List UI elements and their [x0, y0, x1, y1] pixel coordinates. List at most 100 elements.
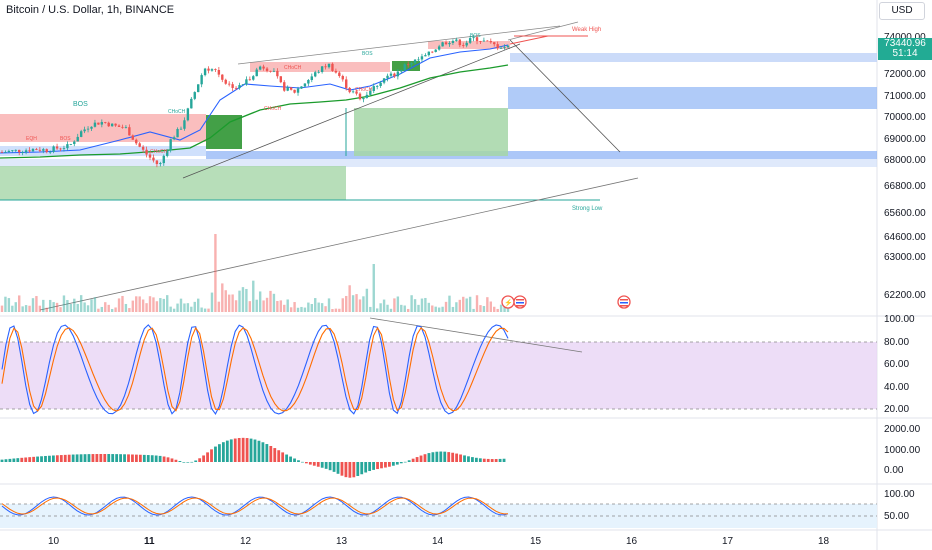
- macd-bar: [119, 454, 122, 462]
- order-block-zone: [206, 151, 877, 159]
- candle: [348, 87, 351, 93]
- candle: [210, 69, 214, 71]
- bos-label: BOS: [73, 101, 88, 108]
- macd-bar: [486, 458, 490, 462]
- bos-label: BOS: [470, 33, 481, 39]
- currency-button[interactable]: USD: [879, 2, 925, 20]
- volume-bar: [479, 305, 482, 312]
- volume-bar: [203, 308, 207, 312]
- volume-series: [0, 234, 510, 312]
- volume-bar: [434, 306, 437, 312]
- weak-high-line: [509, 35, 549, 45]
- price-label: 65600.00: [884, 208, 926, 219]
- volume-bar: [162, 298, 165, 312]
- candle: [124, 127, 128, 128]
- volume-bar: [303, 307, 307, 312]
- volume-bar: [55, 302, 59, 312]
- candle: [462, 45, 465, 46]
- candle: [7, 150, 11, 152]
- candle: [11, 150, 14, 152]
- us-event-flag-icon[interactable]: ⚡: [501, 295, 515, 309]
- candle: [310, 76, 313, 81]
- candle: [468, 38, 472, 43]
- osc-axis: 100.00 50.00: [884, 489, 915, 522]
- volume-bar: [269, 290, 272, 312]
- candle: [448, 43, 451, 45]
- volume-bar: [152, 297, 155, 312]
- macd-bar: [439, 451, 443, 462]
- ema-line: [0, 44, 509, 154]
- candle: [389, 73, 393, 76]
- candle: [276, 70, 279, 77]
- volume-bar: [358, 299, 362, 312]
- volume-bar: [289, 307, 293, 312]
- demand-zone: [206, 115, 242, 149]
- macd-bar: [451, 452, 455, 462]
- us-event-flag-icon[interactable]: [513, 295, 527, 309]
- demand-zone: [0, 166, 346, 200]
- macd-bar: [44, 455, 47, 462]
- candle: [451, 40, 455, 44]
- volume-bar: [186, 303, 190, 312]
- trendline: [39, 177, 639, 311]
- macd-bar: [24, 457, 28, 462]
- candle: [114, 123, 117, 126]
- volume-bar: [403, 305, 406, 312]
- candle: [489, 41, 492, 43]
- candle: [362, 97, 365, 100]
- macd-bar: [419, 455, 423, 462]
- volume-bar: [320, 303, 324, 312]
- candle: [224, 79, 227, 84]
- macd-bar: [304, 462, 308, 464]
- volume-bar: [427, 302, 431, 312]
- candle: [503, 47, 506, 48]
- volume-bar: [296, 307, 300, 312]
- macd-bar: [384, 462, 387, 468]
- candle: [100, 122, 104, 125]
- candle: [83, 129, 86, 132]
- volume-bar: [179, 298, 183, 312]
- choch-label: CHoCH: [264, 106, 282, 112]
- volume-bar: [114, 307, 117, 312]
- us-event-flag-icon[interactable]: [617, 295, 631, 309]
- candle: [42, 149, 45, 151]
- divergence-line: [369, 317, 583, 353]
- price-axis[interactable]: 74000.00 72000.00 71000.00 70000.00 6900…: [884, 32, 926, 301]
- candle: [493, 42, 496, 45]
- macd-bar: [344, 462, 348, 478]
- volume-bar: [172, 308, 176, 312]
- symbol-title[interactable]: Bitcoin / U.S. Dollar, 1h, BINANCE: [6, 4, 175, 16]
- macd-bar: [253, 439, 257, 462]
- candle: [386, 75, 389, 79]
- volume-bar: [279, 300, 283, 312]
- volume-bar: [200, 307, 203, 312]
- macd-bar: [395, 462, 399, 465]
- candle: [410, 63, 413, 65]
- volume-bar: [69, 303, 73, 312]
- volume-bar: [338, 308, 341, 312]
- macd-bar: [103, 454, 107, 462]
- volume-bar: [413, 299, 417, 312]
- candle: [269, 70, 272, 72]
- volume-bar: [28, 305, 31, 312]
- volume-bar: [159, 298, 162, 312]
- candle: [93, 122, 97, 127]
- macd-bar: [71, 454, 75, 462]
- macd-bar: [40, 456, 43, 462]
- candle: [148, 154, 152, 158]
- macd-bar: [127, 454, 130, 462]
- candle: [351, 91, 355, 93]
- macd-bar: [202, 455, 206, 462]
- candle: [107, 122, 110, 127]
- time-axis[interactable]: 10 11 12 13 14 15 16 17 18: [48, 536, 830, 547]
- candle: [24, 150, 28, 153]
- candle: [403, 64, 406, 71]
- macd-bar: [194, 460, 198, 462]
- macd-bar: [463, 455, 466, 462]
- volume-bar: [331, 308, 334, 312]
- trendline: [182, 43, 521, 179]
- volume-bar: [238, 290, 241, 312]
- macd-bar: [135, 454, 138, 462]
